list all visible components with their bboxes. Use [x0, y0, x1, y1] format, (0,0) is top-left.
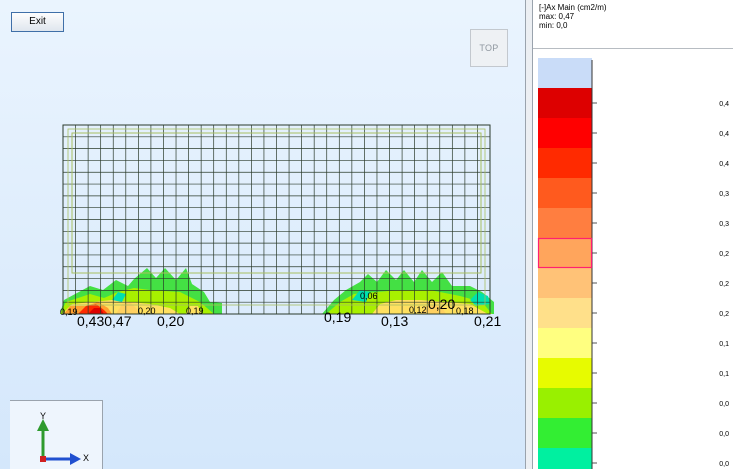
- legend-highlight: [537, 237, 593, 269]
- y-axis-arrow-icon: [37, 419, 49, 461]
- legend-panel: [-]Ax Main (cm2/m) max: 0,47 min: 0,0 0,…: [533, 0, 733, 469]
- legend-band: [538, 118, 592, 148]
- legend-max: max: 0,47: [539, 12, 575, 21]
- x-axis-label: X: [83, 453, 89, 463]
- legend-value-label: 0,2: [719, 281, 729, 288]
- contour-yellow3-left: [186, 306, 202, 314]
- x-axis-arrow-icon: [43, 453, 81, 465]
- result-label-large: 0,20: [428, 296, 455, 312]
- result-label-large: 0,21: [474, 313, 501, 329]
- result-label-large: 0,430,47: [77, 313, 132, 329]
- legend-value-label: 0,1: [719, 341, 729, 348]
- legend-band: [538, 268, 592, 298]
- legend-band: [538, 448, 592, 469]
- result-label-large: 0,13: [381, 313, 408, 329]
- legend-value-label: 0,3: [719, 191, 729, 198]
- contour-cyan-left: [112, 292, 126, 302]
- legend-band: [538, 88, 592, 118]
- legend-value-label: 0,2: [719, 311, 729, 318]
- model-viewport[interactable]: 0,19 0,20 0,19 0,06 0,12 0,18 0,430,47 0,20 0,19…: [0, 0, 525, 469]
- legend-value-label: 0,0: [719, 401, 729, 408]
- legend-band: [538, 358, 592, 388]
- legend-title: [-]Ax Main (cm2/m): [539, 3, 607, 12]
- inner-outline: [71, 132, 482, 274]
- result-label-small: 0,19: [60, 307, 78, 317]
- panel-splitter[interactable]: [525, 0, 533, 469]
- offset-outline: [67, 128, 486, 306]
- legend-band: [538, 388, 592, 418]
- legend-band: [538, 298, 592, 328]
- result-label-large: 0,20: [157, 313, 184, 329]
- legend-band: [538, 208, 592, 238]
- legend-value-label: 0,3: [719, 221, 729, 228]
- legend-value-label: 0,4: [719, 101, 729, 108]
- slab-outline: [62, 124, 491, 315]
- y-axis-label: Y: [40, 411, 46, 421]
- legend-header: [-]Ax Main (cm2/m) max: 0,47 min: 0,0: [539, 3, 607, 30]
- legend-value-label: 0,4: [719, 131, 729, 138]
- origin-marker: [40, 456, 46, 462]
- legend-value-label: 0,0: [719, 461, 729, 468]
- legend-band: [538, 58, 592, 88]
- legend-value-label: 0,0: [719, 431, 729, 438]
- legend-band: [538, 148, 592, 178]
- contour-darkred-left: [88, 308, 104, 314]
- result-label-large: 0,19: [324, 309, 351, 325]
- legend-band: [538, 328, 592, 358]
- legend-value-label: 0,1: [719, 371, 729, 378]
- exit-button[interactable]: Exit: [11, 12, 64, 32]
- legend-value-label: 0,2: [719, 251, 729, 258]
- axes-indicator: Y X: [10, 400, 103, 469]
- mesh-grid: [62, 124, 491, 315]
- slab-model-canvas: 0,19 0,20 0,190,060,12 0,180,430,47 0,20 0,19…: [60, 124, 501, 329]
- contour-cyan-right: [352, 290, 370, 302]
- legend-band: [538, 418, 592, 448]
- result-label-small: 0,06: [360, 291, 378, 301]
- top-view-button[interactable]: TOP: [470, 29, 508, 67]
- legend-divider: [533, 48, 733, 49]
- result-label-small: 0,12: [409, 305, 427, 315]
- legend-value-label: 0,4: [719, 161, 729, 168]
- legend-band: [538, 178, 592, 208]
- result-label-small: 0,20: [138, 306, 156, 316]
- result-label-small: 0,19: [186, 306, 204, 316]
- legend-scale: 0,4 0,4 0,4 0,3 0,3 0,2 0,2 0,2 0,1 0,1 0,0 0,0 0,0: [537, 58, 729, 469]
- result-labels: 0,19 0,20 0,190,060,12 0,180,430,47 0,20 0,19…: [60, 291, 501, 329]
- legend-min: min: 0,0: [539, 21, 568, 30]
- legend-band: [538, 238, 592, 268]
- result-label-small: 0,18: [456, 306, 474, 316]
